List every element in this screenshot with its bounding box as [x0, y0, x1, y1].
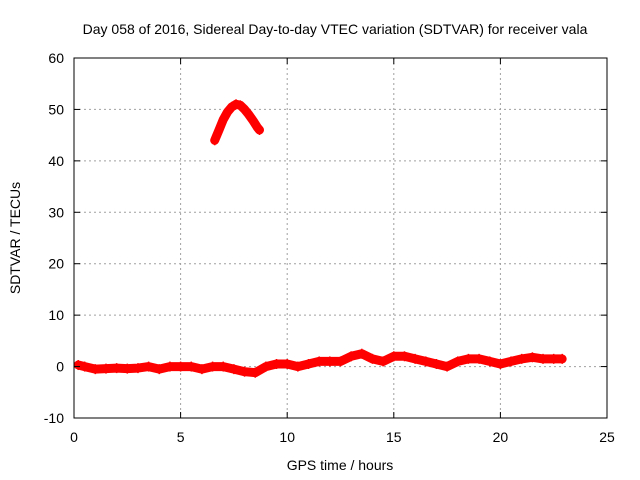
series-layer — [73, 99, 567, 378]
data-point — [454, 356, 461, 367]
y-tick-label: 0 — [56, 359, 64, 375]
data-point — [233, 99, 240, 110]
data-point — [422, 356, 429, 367]
data-point — [508, 356, 515, 367]
data-point — [316, 356, 323, 367]
data-point — [92, 364, 99, 375]
data-point — [337, 356, 344, 367]
data-point — [518, 353, 525, 364]
plot-frame — [73, 57, 608, 419]
data-point — [262, 361, 269, 372]
y-tick-label: 20 — [48, 256, 64, 272]
data-point — [209, 361, 216, 372]
data-point — [273, 359, 280, 369]
data-point — [237, 100, 244, 111]
data-point — [284, 359, 291, 369]
data-point — [198, 364, 205, 375]
data-point — [245, 109, 252, 120]
data-point — [540, 353, 547, 364]
y-tick-label: 60 — [48, 50, 64, 66]
grid — [74, 58, 607, 418]
data-point — [476, 353, 483, 364]
data-point — [305, 359, 312, 369]
chart-title: Day 058 of 2016, Sidereal Day-to-day VTE… — [83, 21, 588, 37]
data-point — [220, 114, 227, 125]
x-tick-label: 0 — [70, 429, 78, 445]
data-point — [252, 367, 259, 378]
data-point — [401, 351, 408, 362]
data-point — [326, 356, 333, 367]
x-tick-label: 15 — [386, 429, 402, 445]
data-point — [156, 364, 163, 375]
y-tick-label: 40 — [48, 153, 64, 169]
data-point — [124, 363, 131, 374]
y-tick-label: -10 — [44, 410, 64, 426]
data-point — [145, 361, 152, 372]
data-point — [113, 363, 120, 374]
data-point — [228, 101, 235, 112]
data-point — [241, 104, 248, 115]
data-point — [550, 353, 557, 364]
data-point — [166, 361, 173, 372]
data-point — [294, 361, 301, 372]
data-point — [256, 125, 263, 135]
data-point — [220, 361, 227, 372]
data-point — [369, 353, 376, 364]
data-point — [465, 353, 472, 364]
data-point — [559, 353, 566, 364]
x-axis-label: GPS time / hours — [287, 457, 394, 473]
data-point — [444, 361, 451, 372]
data-point — [177, 361, 184, 372]
data-point — [241, 366, 248, 377]
axes: 0 5 10 15 20 25 -10 0 10 20 30 40 50 60 — [44, 50, 615, 445]
x-tick-label: 25 — [599, 429, 615, 445]
y-tick-label: 30 — [48, 204, 64, 220]
data-point — [224, 107, 231, 117]
data-point — [529, 352, 536, 363]
y-tick-label: 10 — [48, 307, 64, 323]
data-point — [215, 125, 222, 135]
x-tick-label: 5 — [177, 429, 185, 445]
x-tick-label: 10 — [279, 429, 295, 445]
x-tick-label: 20 — [493, 429, 509, 445]
data-point — [486, 356, 493, 367]
data-point — [230, 364, 237, 375]
data-point — [102, 363, 109, 374]
data-point — [134, 363, 141, 374]
data-point — [497, 359, 504, 369]
data-point — [75, 360, 82, 371]
data-point — [358, 348, 365, 359]
data-point — [433, 359, 440, 369]
data-point — [81, 361, 88, 372]
data-point — [211, 135, 218, 146]
data-point — [380, 356, 387, 367]
y-tick-label: 50 — [48, 101, 64, 117]
data-point — [390, 351, 397, 362]
data-point — [412, 353, 419, 364]
data-point — [348, 351, 355, 362]
data-point — [188, 361, 195, 372]
y-axis-label: SDTVAR / TECUs — [7, 182, 23, 294]
data-point — [250, 115, 257, 126]
